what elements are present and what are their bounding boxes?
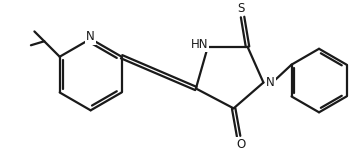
Text: HN: HN <box>191 38 209 51</box>
Text: N: N <box>86 30 95 43</box>
Text: S: S <box>237 2 244 15</box>
Text: O: O <box>236 138 245 151</box>
Text: N: N <box>266 76 275 89</box>
